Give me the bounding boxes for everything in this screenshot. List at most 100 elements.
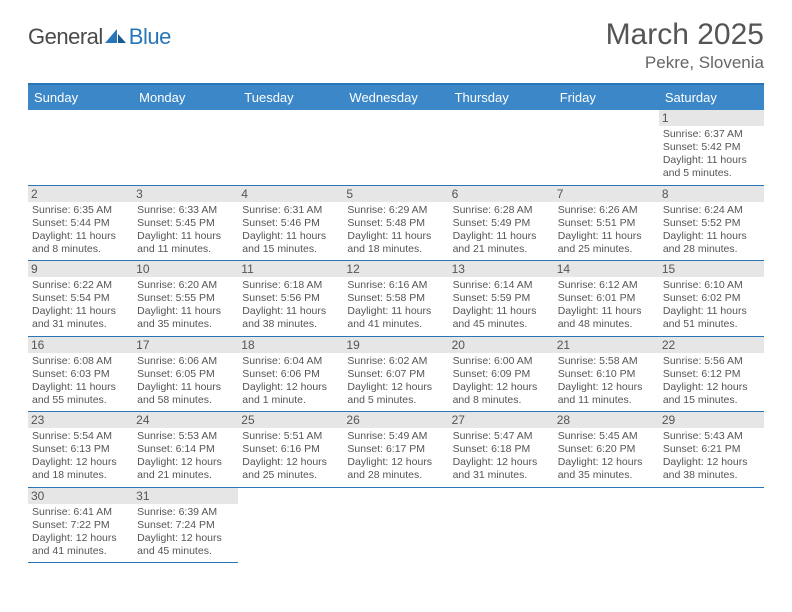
day-content: Sunrise: 6:33 AMSunset: 5:45 PMDaylight:…	[137, 204, 234, 257]
day-content: Sunrise: 6:06 AMSunset: 6:05 PMDaylight:…	[137, 355, 234, 408]
day-content: Sunrise: 6:12 AMSunset: 6:01 PMDaylight:…	[558, 279, 655, 332]
logo-sail-icon	[103, 27, 127, 45]
day-content: Sunrise: 5:53 AMSunset: 6:14 PMDaylight:…	[137, 430, 234, 483]
day-content: Sunrise: 5:58 AMSunset: 6:10 PMDaylight:…	[558, 355, 655, 408]
calendar-cell: 23Sunrise: 5:54 AMSunset: 6:13 PMDayligh…	[28, 412, 133, 488]
day-number: 11	[238, 261, 343, 277]
calendar-cell: 8Sunrise: 6:24 AMSunset: 5:52 PMDaylight…	[659, 185, 764, 261]
day-content: Sunrise: 6:04 AMSunset: 6:06 PMDaylight:…	[242, 355, 339, 408]
calendar-row: 16 Sunrise: 6:08 AMSunset: 6:03 PMDayligh…	[28, 336, 764, 412]
calendar-cell-empty	[343, 110, 448, 185]
day-number: 13	[449, 261, 554, 277]
calendar-cell: 12Sunrise: 6:16 AMSunset: 5:58 PMDayligh…	[343, 261, 448, 337]
month-title: March 2025	[606, 18, 764, 51]
calendar-cell-empty	[449, 110, 554, 185]
calendar-cell: 26 Sunrise: 5:49 AMSunset: 6:17 PMDayligh…	[343, 412, 448, 488]
day-number: 14	[554, 261, 659, 277]
day-content: Sunrise: 5:56 AMSunset: 6:12 PMDaylight:…	[663, 355, 760, 408]
calendar-body: 1 Sunrise: 6:37 AMSunset: 5:42 PMDaylight…	[28, 110, 764, 563]
calendar-cell: 20 Sunrise: 6:00 AMSunset: 6:09 PMDayligh…	[449, 336, 554, 412]
calendar-row: 2Sunrise: 6:35 AMSunset: 5:44 PMDaylight…	[28, 185, 764, 261]
day-content: Sunrise: 6:24 AMSunset: 5:52 PMDaylight:…	[663, 204, 760, 257]
calendar-cell: 29 Sunrise: 5:43 AMSunset: 6:21 PMDayligh…	[659, 412, 764, 488]
day-content: Sunrise: 6:41 AMSunset: 7:22 PMDaylight:…	[32, 506, 129, 559]
calendar-cell: 3 Sunrise: 6:33 AMSunset: 5:45 PMDaylight…	[133, 185, 238, 261]
weekday-header: Sunday	[28, 84, 133, 110]
day-number: 7	[554, 186, 659, 202]
day-content: Sunrise: 6:26 AMSunset: 5:51 PMDaylight:…	[558, 204, 655, 257]
calendar-cell: 9 Sunrise: 6:22 AMSunset: 5:54 PMDaylight…	[28, 261, 133, 337]
calendar-cell: 5 Sunrise: 6:29 AMSunset: 5:48 PMDaylight…	[343, 185, 448, 261]
day-content: Sunrise: 6:28 AMSunset: 5:49 PMDaylight:…	[453, 204, 550, 257]
calendar-cell: 18Sunrise: 6:04 AMSunset: 6:06 PMDayligh…	[238, 336, 343, 412]
day-number: 22	[659, 337, 764, 353]
calendar-cell-empty	[554, 487, 659, 563]
day-content: Sunrise: 5:45 AMSunset: 6:20 PMDaylight:…	[558, 430, 655, 483]
day-number: 1	[659, 110, 764, 126]
day-content: Sunrise: 6:14 AMSunset: 5:59 PMDaylight:…	[453, 279, 550, 332]
location: Pekre, Slovenia	[606, 53, 764, 73]
day-content: Sunrise: 6:02 AMSunset: 6:07 PMDaylight:…	[347, 355, 444, 408]
day-number: 30	[28, 488, 133, 504]
day-content: Sunrise: 6:29 AMSunset: 5:48 PMDaylight:…	[347, 204, 444, 257]
day-number: 21	[554, 337, 659, 353]
calendar-row: 9 Sunrise: 6:22 AMSunset: 5:54 PMDaylight…	[28, 261, 764, 337]
day-number: 9	[28, 261, 133, 277]
calendar-cell: 6Sunrise: 6:28 AMSunset: 5:49 PMDaylight…	[449, 185, 554, 261]
day-content: Sunrise: 6:10 AMSunset: 6:02 PMDaylight:…	[663, 279, 760, 332]
day-number: 10	[133, 261, 238, 277]
day-number: 24	[133, 412, 238, 428]
day-content: Sunrise: 6:22 AMSunset: 5:54 PMDaylight:…	[32, 279, 129, 332]
day-content: Sunrise: 6:37 AMSunset: 5:42 PMDaylight:…	[663, 128, 760, 181]
calendar-cell-empty	[238, 487, 343, 563]
day-content: Sunrise: 6:08 AMSunset: 6:03 PMDaylight:…	[32, 355, 129, 408]
day-number: 17	[133, 337, 238, 353]
day-number: 27	[449, 412, 554, 428]
calendar-cell: 27 Sunrise: 5:47 AMSunset: 6:18 PMDayligh…	[449, 412, 554, 488]
day-number: 20	[449, 337, 554, 353]
calendar-cell-empty	[554, 110, 659, 185]
day-number: 16	[28, 337, 133, 353]
calendar-cell: 21 Sunrise: 5:58 AMSunset: 6:10 PMDayligh…	[554, 336, 659, 412]
title-block: March 2025 Pekre, Slovenia	[606, 18, 764, 73]
calendar-cell: 31Sunrise: 6:39 AMSunset: 7:24 PMDayligh…	[133, 487, 238, 563]
calendar-cell: 25Sunrise: 5:51 AMSunset: 6:16 PMDayligh…	[238, 412, 343, 488]
calendar-row: 30 Sunrise: 6:41 AMSunset: 7:22 PMDayligh…	[28, 487, 764, 563]
weekday-header: Friday	[554, 84, 659, 110]
day-content: Sunrise: 5:43 AMSunset: 6:21 PMDaylight:…	[663, 430, 760, 483]
logo: General Blue	[28, 18, 171, 50]
calendar-cell: 19Sunrise: 6:02 AMSunset: 6:07 PMDayligh…	[343, 336, 448, 412]
calendar-cell: 22 Sunrise: 5:56 AMSunset: 6:12 PMDayligh…	[659, 336, 764, 412]
day-content: Sunrise: 5:49 AMSunset: 6:17 PMDaylight:…	[347, 430, 444, 483]
day-number: 26	[343, 412, 448, 428]
day-content: Sunrise: 6:31 AMSunset: 5:46 PMDaylight:…	[242, 204, 339, 257]
calendar-cell: 1 Sunrise: 6:37 AMSunset: 5:42 PMDaylight…	[659, 110, 764, 185]
calendar-cell: 4Sunrise: 6:31 AMSunset: 5:46 PMDaylight…	[238, 185, 343, 261]
day-content: Sunrise: 6:20 AMSunset: 5:55 PMDaylight:…	[137, 279, 234, 332]
calendar-cell-empty	[343, 487, 448, 563]
calendar-cell: 13 Sunrise: 6:14 AMSunset: 5:59 PMDayligh…	[449, 261, 554, 337]
day-number: 29	[659, 412, 764, 428]
day-number: 25	[238, 412, 343, 428]
calendar-cell-empty	[28, 110, 133, 185]
day-number: 3	[133, 186, 238, 202]
calendar-head: SundayMondayTuesdayWednesdayThursdayFrid…	[28, 84, 764, 110]
day-number: 5	[343, 186, 448, 202]
calendar-cell: 15 Sunrise: 6:10 AMSunset: 6:02 PMDayligh…	[659, 261, 764, 337]
day-content: Sunrise: 6:35 AMSunset: 5:44 PMDaylight:…	[32, 204, 129, 257]
weekday-row: SundayMondayTuesdayWednesdayThursdayFrid…	[28, 84, 764, 110]
day-number: 28	[554, 412, 659, 428]
calendar-cell: 7 Sunrise: 6:26 AMSunset: 5:51 PMDaylight…	[554, 185, 659, 261]
calendar-cell: 2Sunrise: 6:35 AMSunset: 5:44 PMDaylight…	[28, 185, 133, 261]
calendar-cell: 14 Sunrise: 6:12 AMSunset: 6:01 PMDayligh…	[554, 261, 659, 337]
calendar-cell-empty	[133, 110, 238, 185]
day-content: Sunrise: 6:16 AMSunset: 5:58 PMDaylight:…	[347, 279, 444, 332]
day-content: Sunrise: 6:39 AMSunset: 7:24 PMDaylight:…	[137, 506, 234, 559]
page: General Blue March 2025 Pekre, Slovenia …	[0, 0, 792, 612]
day-number: 15	[659, 261, 764, 277]
calendar-table: SundayMondayTuesdayWednesdayThursdayFrid…	[28, 83, 764, 563]
weekday-header: Wednesday	[343, 84, 448, 110]
day-content: Sunrise: 5:47 AMSunset: 6:18 PMDaylight:…	[453, 430, 550, 483]
weekday-header: Saturday	[659, 84, 764, 110]
day-content: Sunrise: 6:00 AMSunset: 6:09 PMDaylight:…	[453, 355, 550, 408]
